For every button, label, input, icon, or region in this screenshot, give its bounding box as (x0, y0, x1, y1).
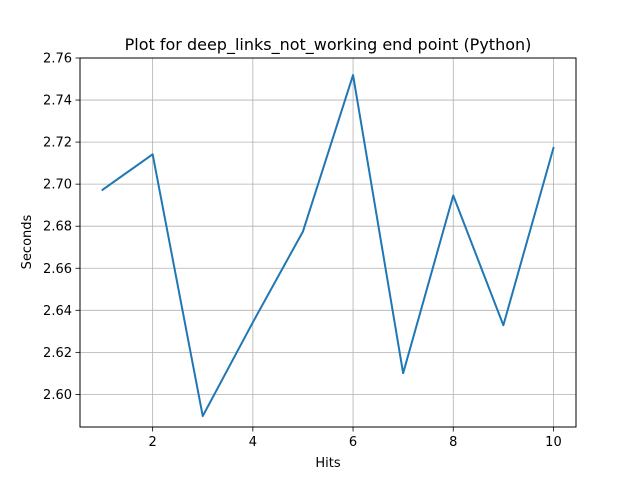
x-tick-label: 6 (349, 435, 357, 450)
y-axis-label: Seconds (20, 214, 35, 269)
y-tick-label: 2.64 (43, 304, 72, 319)
x-tick-label: 8 (449, 435, 457, 450)
series-line (101, 74, 555, 418)
x-tick-label: 10 (545, 435, 562, 450)
x-tick-label: 2 (149, 435, 157, 450)
plot-frame (79, 57, 577, 428)
x-axis-label: Hits (315, 456, 340, 471)
y-tick-label: 2.60 (43, 388, 72, 403)
y-tick-label: 2.62 (43, 346, 72, 361)
y-tick-label: 2.76 (43, 52, 72, 67)
axis-ticks: 2 4 6 8 10 2.60 2.62 2.64 2.66 2.68 2.70 2.72 2.74 2.… (43, 52, 562, 451)
y-tick-label: 2.66 (43, 262, 72, 277)
y-tick-label: 2.68 (43, 220, 72, 235)
y-tick-label: 2.70 (43, 178, 72, 193)
chart-title: Plot for deep_links_not_working end poin… (125, 35, 532, 55)
y-tick-label: 2.72 (43, 136, 72, 151)
series-lines (101, 74, 555, 418)
y-tick-label: 2.74 (43, 94, 72, 109)
x-tick-label: 4 (249, 435, 257, 450)
